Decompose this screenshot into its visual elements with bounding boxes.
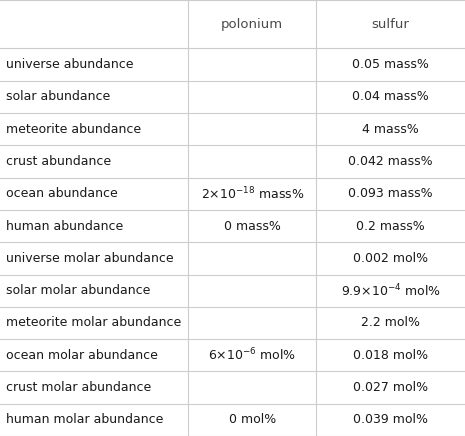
Text: universe molar abundance: universe molar abundance [6,252,173,265]
Text: polonium: polonium [221,18,283,31]
Text: universe abundance: universe abundance [6,58,133,71]
Text: $9.9{\times}10^{-4}$ mol%: $9.9{\times}10^{-4}$ mol% [340,283,441,299]
Text: 0.05 mass%: 0.05 mass% [352,58,429,71]
Text: solar molar abundance: solar molar abundance [6,284,150,297]
Text: ocean molar abundance: ocean molar abundance [6,349,158,362]
Text: $6{\times}10^{-6}$ mol%: $6{\times}10^{-6}$ mol% [208,347,296,364]
Text: meteorite molar abundance: meteorite molar abundance [6,317,181,330]
Text: human molar abundance: human molar abundance [6,413,163,426]
Text: 0 mol%: 0 mol% [229,413,276,426]
Text: human abundance: human abundance [6,220,123,232]
Text: 0.042 mass%: 0.042 mass% [348,155,433,168]
Text: ocean abundance: ocean abundance [6,187,117,200]
Text: 0.027 mol%: 0.027 mol% [353,381,428,394]
Text: 0 mass%: 0 mass% [224,220,281,232]
Text: 0.002 mol%: 0.002 mol% [353,252,428,265]
Text: sulfur: sulfur [372,18,410,31]
Text: 0.093 mass%: 0.093 mass% [348,187,433,200]
Text: $2{\times}10^{-18}$ mass%: $2{\times}10^{-18}$ mass% [200,185,304,202]
Text: crust abundance: crust abundance [6,155,111,168]
Text: 2.2 mol%: 2.2 mol% [361,317,420,330]
Text: 0.039 mol%: 0.039 mol% [353,413,428,426]
Text: 0.018 mol%: 0.018 mol% [353,349,428,362]
Text: 0.2 mass%: 0.2 mass% [356,220,425,232]
Text: 4 mass%: 4 mass% [362,123,419,136]
Text: solar abundance: solar abundance [6,90,110,103]
Text: meteorite abundance: meteorite abundance [6,123,141,136]
Text: 0.04 mass%: 0.04 mass% [352,90,429,103]
Text: crust molar abundance: crust molar abundance [6,381,151,394]
